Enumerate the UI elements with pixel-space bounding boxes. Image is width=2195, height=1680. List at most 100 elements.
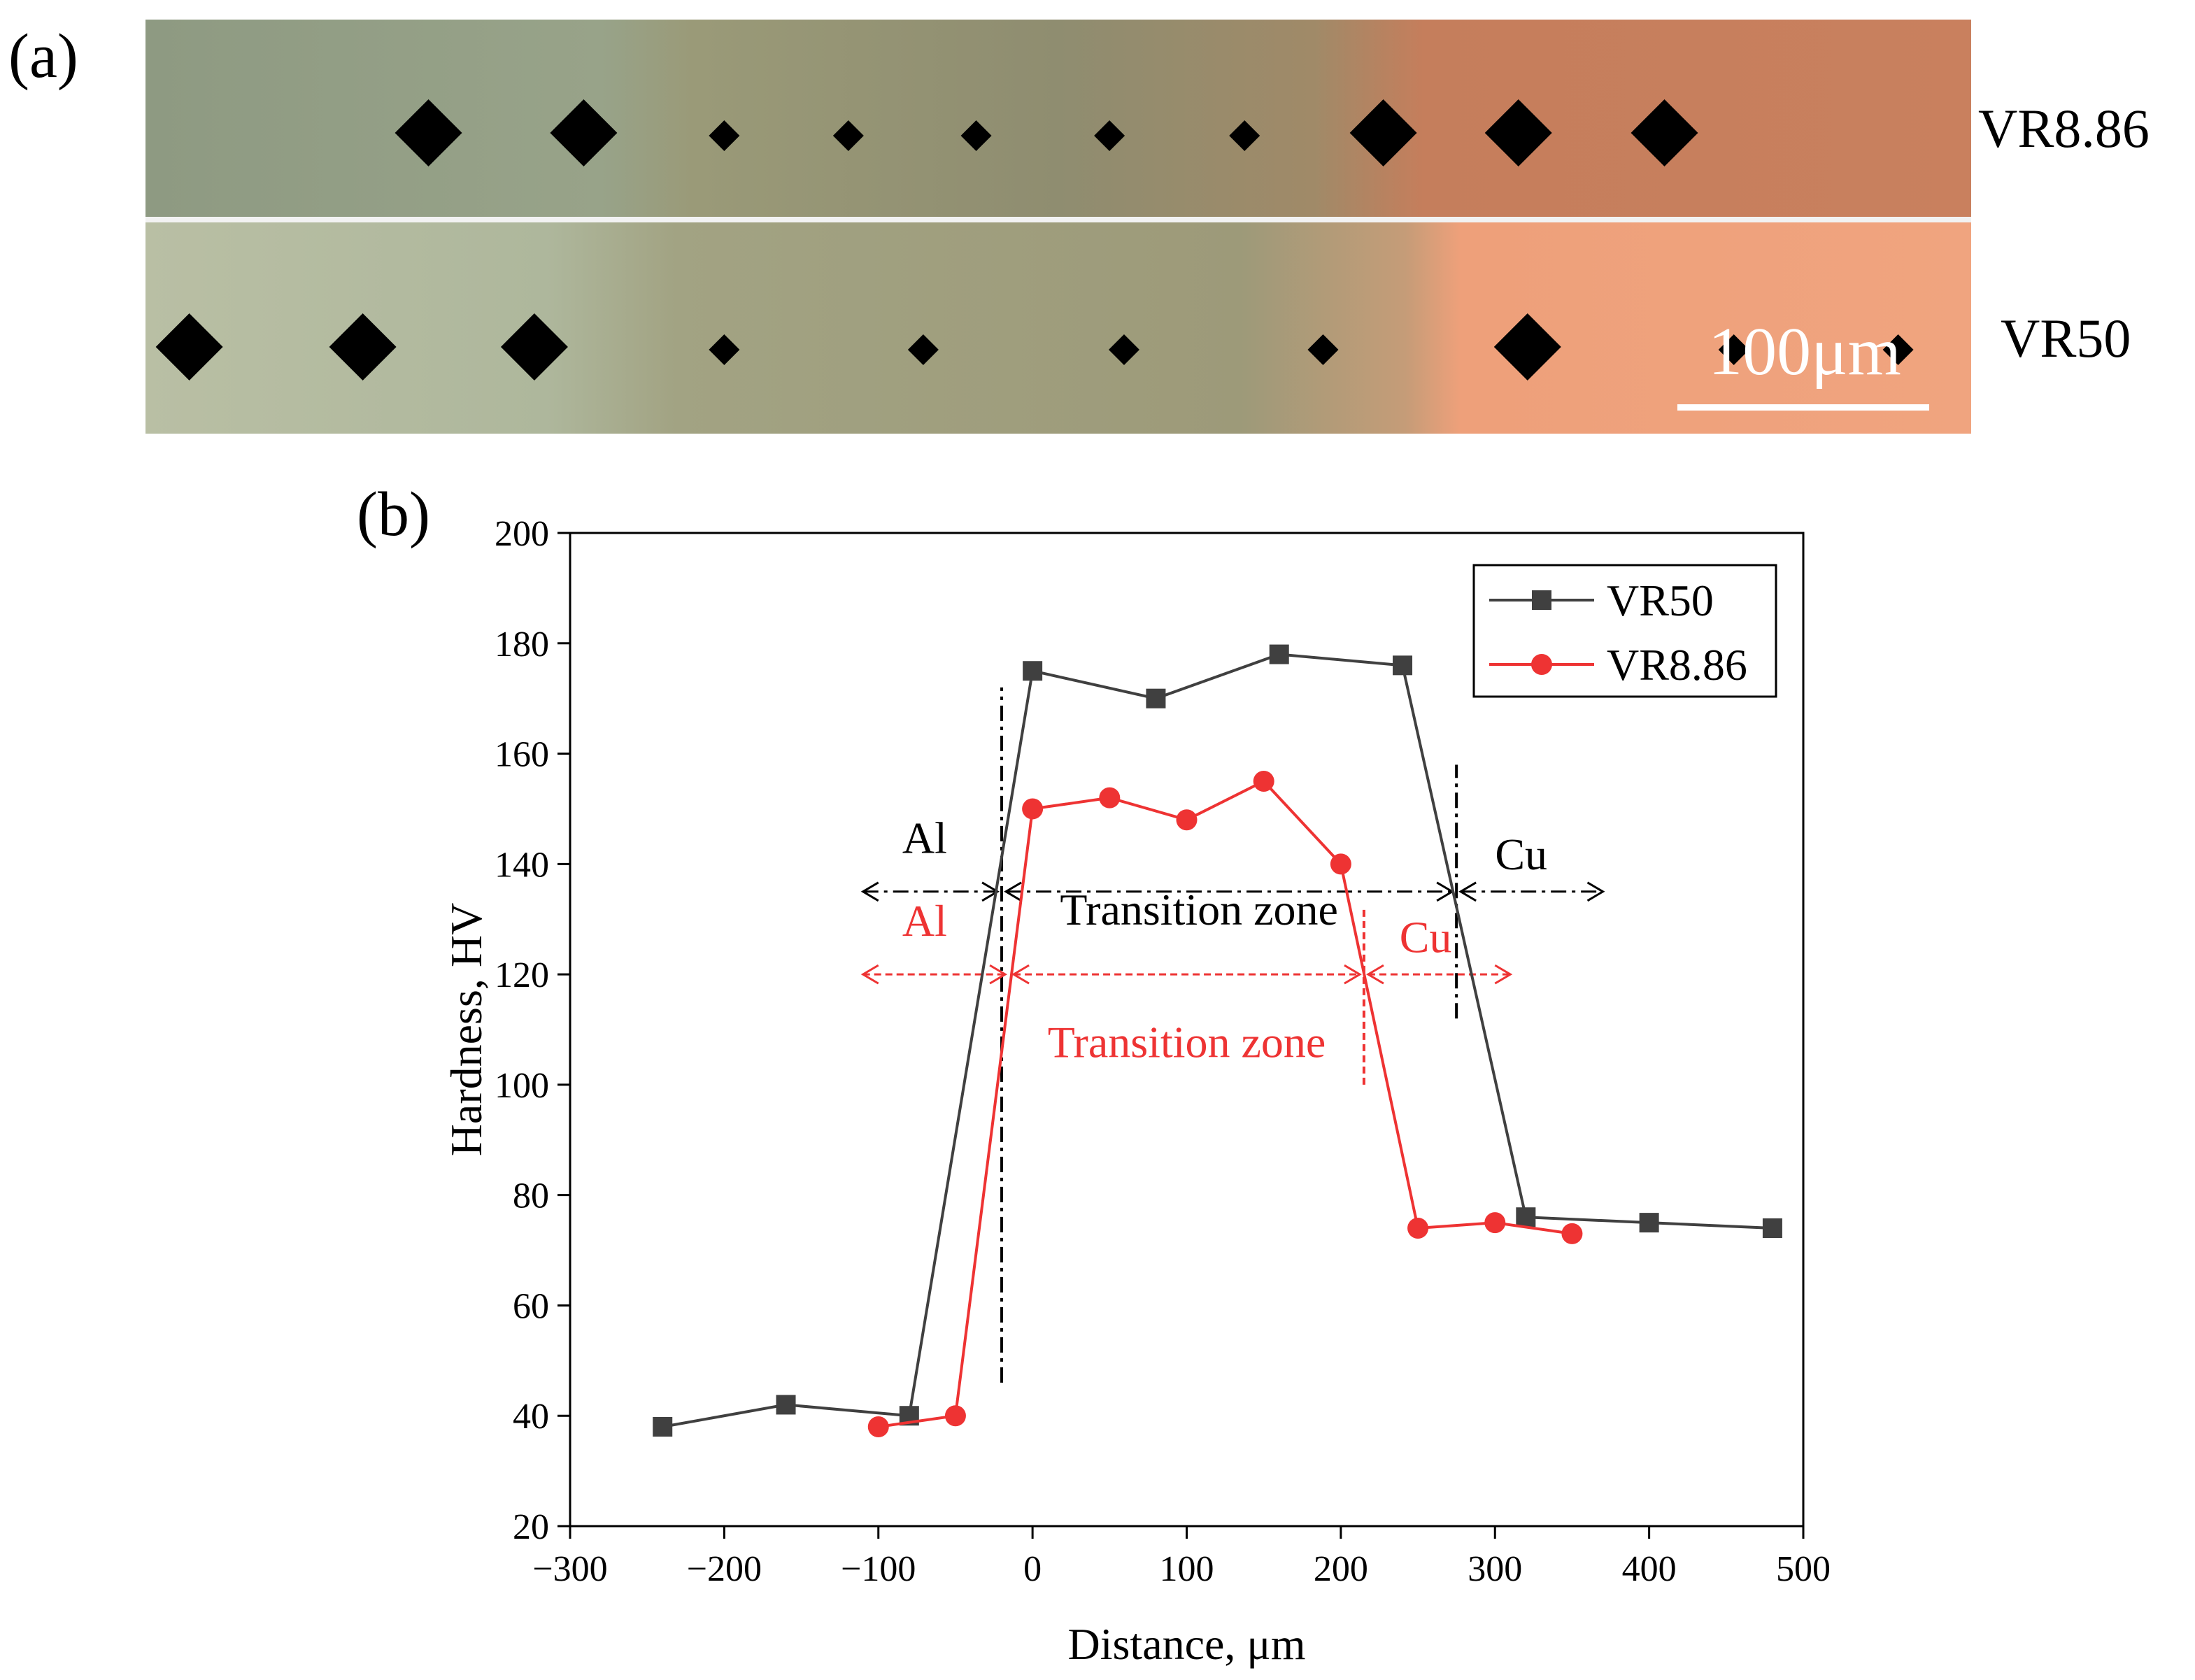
data-point bbox=[1561, 1223, 1583, 1244]
scale-bar bbox=[1677, 404, 1929, 411]
x-axis-label: Distance, μm bbox=[1068, 1619, 1306, 1669]
arrow-head bbox=[1458, 881, 1477, 902]
arrow-head bbox=[860, 881, 879, 902]
indent-mark bbox=[500, 313, 568, 380]
micrograph-vr50 bbox=[145, 222, 1971, 434]
data-point bbox=[1484, 1212, 1506, 1234]
data-point bbox=[653, 1417, 673, 1437]
indent-mark bbox=[1229, 120, 1260, 151]
data-point bbox=[1516, 1207, 1536, 1227]
indent-mark bbox=[709, 120, 740, 151]
indent-mark bbox=[1631, 99, 1698, 166]
legend-marker bbox=[1532, 590, 1551, 610]
y-tick-label: 60 bbox=[513, 1286, 549, 1326]
x-tick-label: 0 bbox=[1023, 1549, 1042, 1589]
indent-row-vr886 bbox=[395, 99, 1698, 166]
y-tick-label: 20 bbox=[513, 1507, 549, 1547]
y-axis-label: Hardness, HV bbox=[441, 903, 491, 1157]
legend-entry: VR50 bbox=[1489, 576, 1714, 625]
x-tick-label: 500 bbox=[1776, 1549, 1831, 1589]
zone-label: Al bbox=[902, 896, 947, 946]
y-tick-label: 120 bbox=[495, 955, 549, 995]
data-point bbox=[1330, 853, 1351, 875]
zone-annotations: Al Transition zone Cu Al Cu Transition zone bbox=[860, 687, 1605, 1383]
y-tick-label: 100 bbox=[495, 1066, 549, 1106]
indent-mark bbox=[832, 120, 864, 151]
plot-area bbox=[569, 532, 1805, 1528]
axes-ticks: −300 −200 −100 0 100 200 300 400 500 20 40 60 80 100 1… bbox=[495, 514, 1831, 1589]
indent-mark bbox=[1493, 313, 1561, 380]
y-tick-label: 80 bbox=[513, 1176, 549, 1216]
indent-mark bbox=[960, 120, 992, 151]
x-tick-label: 200 bbox=[1314, 1549, 1368, 1589]
arrow-head bbox=[989, 964, 1008, 985]
indent-mark bbox=[1882, 334, 1914, 365]
data-point bbox=[1639, 1213, 1659, 1233]
indent-mark bbox=[550, 99, 618, 166]
data-point bbox=[1176, 809, 1198, 831]
x-tick-label: −200 bbox=[687, 1549, 762, 1589]
series-layer bbox=[653, 644, 1782, 1437]
x-tick-label: 300 bbox=[1468, 1549, 1522, 1589]
arrow-head bbox=[1004, 881, 1022, 902]
series-line bbox=[878, 779, 1572, 1428]
arrow-head bbox=[1011, 964, 1030, 985]
data-point bbox=[1099, 787, 1121, 809]
series-line bbox=[662, 653, 1773, 1428]
indent-mark bbox=[1094, 120, 1125, 151]
y-tick-label: 180 bbox=[495, 625, 549, 664]
data-point bbox=[1023, 661, 1043, 681]
zone-label: Transition zone bbox=[1060, 885, 1338, 934]
series-vr886 bbox=[867, 771, 1583, 1437]
panel-a-label: (a) bbox=[8, 22, 78, 91]
panel-b-label: (b) bbox=[357, 480, 430, 549]
data-point bbox=[944, 1405, 966, 1427]
arrow-head bbox=[1586, 881, 1605, 902]
arrow-head bbox=[981, 881, 1000, 902]
panel-a-micrographs: (a) VR8.86 VR50 100μm bbox=[8, 20, 2150, 434]
y-tick-label: 200 bbox=[495, 514, 549, 554]
x-tick-label: 400 bbox=[1622, 1549, 1677, 1589]
y-tick-label: 40 bbox=[513, 1397, 549, 1437]
data-point bbox=[1022, 798, 1044, 820]
data-point bbox=[1393, 655, 1413, 676]
indent-mark bbox=[1108, 334, 1139, 365]
x-tick-label: −300 bbox=[532, 1549, 607, 1589]
data-point bbox=[1269, 644, 1289, 664]
red-zone-annotation: Al Cu Transition zone bbox=[860, 896, 1513, 1085]
legend-label: VR8.86 bbox=[1607, 640, 1747, 690]
row-label-vr50: VR50 bbox=[2001, 308, 2131, 369]
legend-entry: VR8.86 bbox=[1489, 640, 1747, 690]
indent-mark bbox=[395, 99, 462, 166]
indent-mark bbox=[709, 334, 740, 365]
indent-mark bbox=[1484, 99, 1552, 166]
arrow-head bbox=[860, 964, 879, 985]
indent-mark bbox=[1349, 99, 1417, 166]
indent-mark bbox=[1307, 334, 1339, 365]
zone-label: Cu bbox=[1400, 913, 1452, 962]
data-point bbox=[1146, 688, 1166, 709]
legend: VR50 VR8.86 bbox=[1472, 564, 1777, 698]
data-point bbox=[1253, 771, 1274, 792]
y-tick-label: 160 bbox=[495, 735, 549, 775]
indent-row-vr50 bbox=[155, 313, 1914, 380]
y-tick-label: 140 bbox=[495, 845, 549, 885]
panel-b-hardness-chart: (b) −300 −200 −100 0 100 200 300 400 500 20 40 60 80… bbox=[357, 480, 1831, 1669]
data-point bbox=[1407, 1218, 1429, 1239]
zone-label: Transition zone bbox=[1048, 1017, 1326, 1067]
data-point bbox=[776, 1395, 796, 1415]
data-point bbox=[1762, 1218, 1782, 1238]
black-zone-annotation: Al Transition zone Cu bbox=[860, 687, 1605, 1383]
indent-mark bbox=[329, 313, 397, 380]
x-tick-label: −100 bbox=[841, 1549, 916, 1589]
legend-box bbox=[1472, 564, 1777, 698]
x-tick-label: 100 bbox=[1160, 1549, 1214, 1589]
zone-label: Cu bbox=[1495, 830, 1547, 879]
data-point bbox=[867, 1416, 889, 1437]
indent-mark bbox=[155, 313, 223, 380]
legend-label: VR50 bbox=[1607, 576, 1714, 625]
indent-mark bbox=[1718, 334, 1749, 365]
zone-label: Al bbox=[902, 813, 947, 863]
indent-mark bbox=[907, 334, 939, 365]
